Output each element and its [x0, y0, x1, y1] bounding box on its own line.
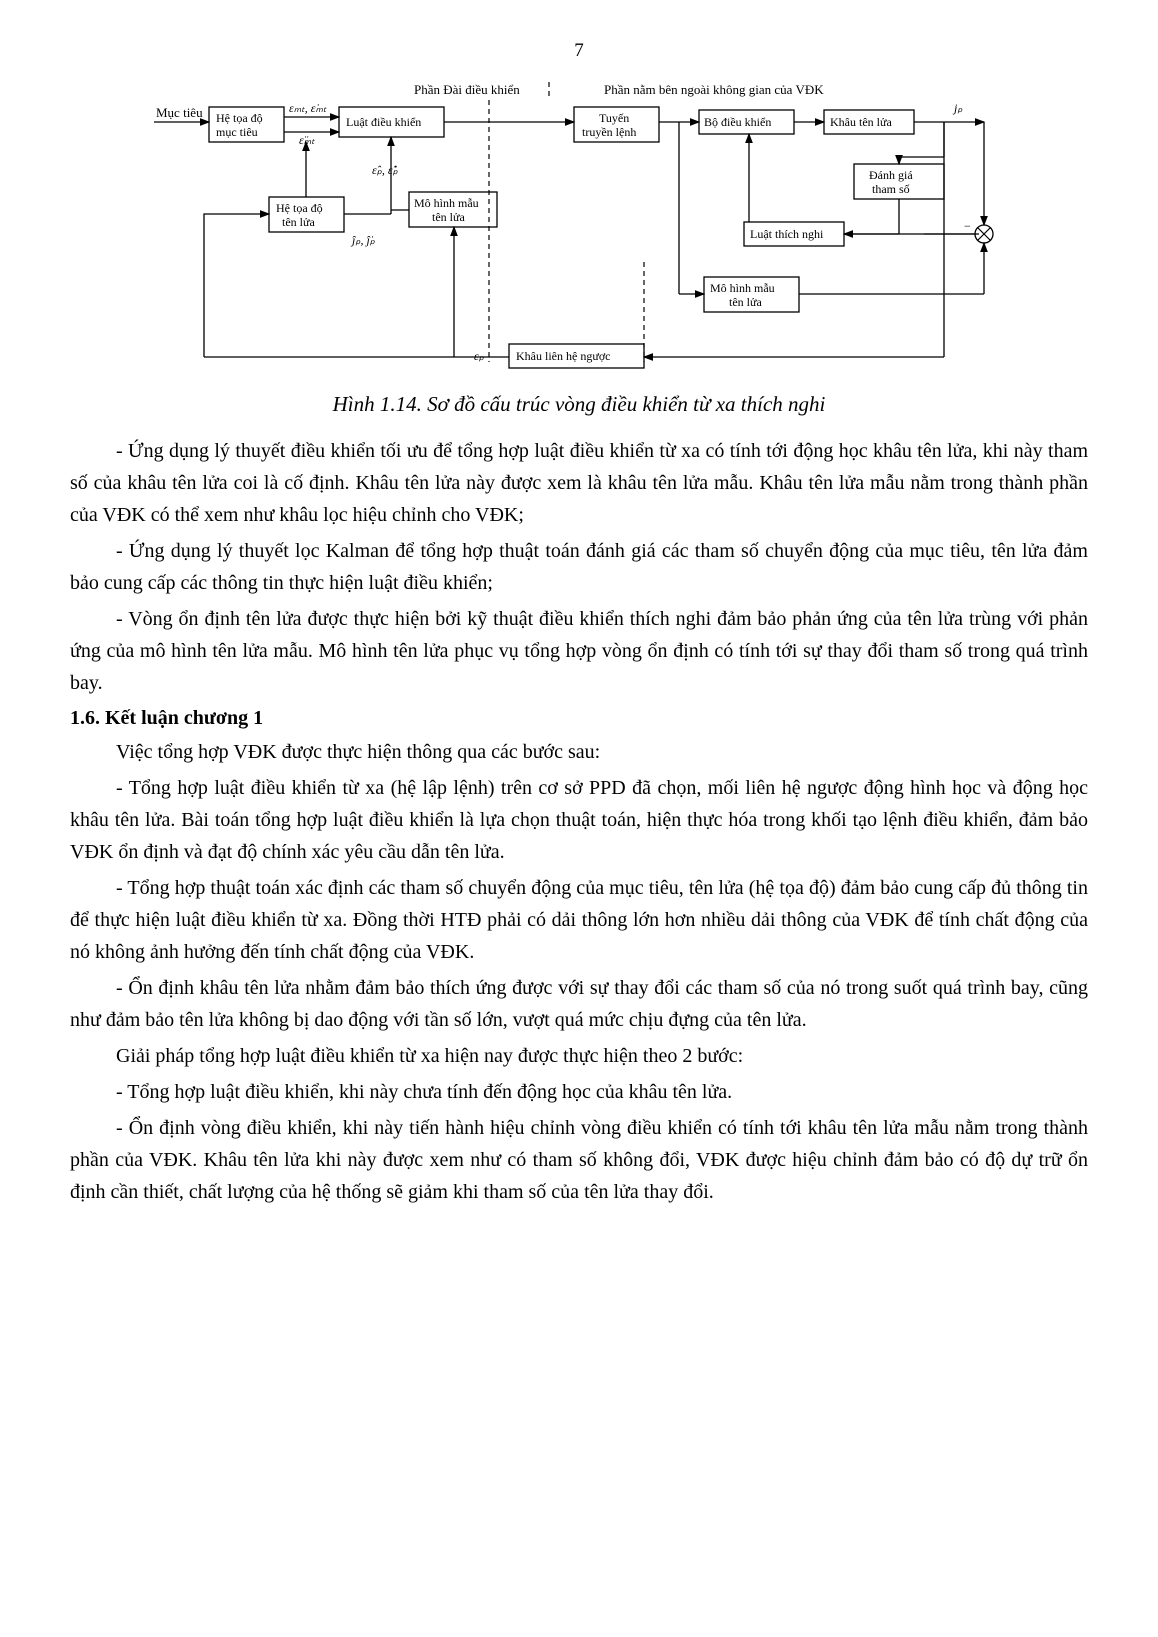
label-section-left: Phần Đài điều khiển — [414, 82, 520, 97]
body-block-1: - Ứng dụng lý thuyết điều khiển tối ưu đ… — [70, 435, 1088, 699]
para: Giải pháp tổng hợp luật điều khiển từ xa… — [70, 1040, 1088, 1072]
para: - Ứng dụng lý thuyết điều khiển tối ưu đ… — [70, 435, 1088, 531]
box-danhgia-l2: tham số — [872, 182, 910, 196]
box-luat-tn: Luật thích nghi — [750, 227, 824, 241]
label-jp-hat: ĵₚ, ĵ̇ₚ — [350, 233, 376, 247]
box-htd-tl-l1: Hệ tọa độ — [276, 201, 323, 215]
box-mh-mau2-l1: Mô hình mẫu — [710, 281, 775, 295]
box-htd-tl-l2: tên lửa — [282, 215, 315, 229]
para: Việc tổng hợp VĐK được thực hiện thông q… — [70, 736, 1088, 768]
box-mh-mau2-l2: tên lửa — [729, 295, 762, 309]
box-mh-mau-l1: Mô hình mẫu — [414, 196, 479, 210]
para: - Vòng ổn định tên lửa được thực hiện bở… — [70, 603, 1088, 699]
para: - Tổng hợp luật điều khiển, khi này chưa… — [70, 1076, 1088, 1108]
figure-caption: Hình 1.14. Sơ đồ cấu trúc vòng điều khiể… — [70, 392, 1088, 417]
section-heading: 1.6. Kết luận chương 1 — [70, 707, 1088, 730]
minus-sign: − — [964, 219, 971, 233]
para: - Tổng hợp luật điều khiển từ xa (hệ lập… — [70, 772, 1088, 868]
label-jp: jₚ — [952, 101, 963, 115]
para: - Ổn định vòng điều khiển, khi này tiến … — [70, 1112, 1088, 1208]
box-bo-dk: Bộ điều khiển — [704, 115, 771, 129]
box-khau-tl: Khâu tên lửa — [830, 115, 892, 129]
para: - Tổng hợp thuật toán xác định các tham … — [70, 872, 1088, 968]
label-eps-p2: εₚ — [474, 349, 485, 363]
box-luat-dk: Luật điều khiển — [346, 115, 421, 129]
box-htd-muctieu-l2: mục tiêu — [216, 125, 258, 139]
box-tuyen-l2: truyền lệnh — [582, 125, 636, 139]
box-htd-muctieu-l1: Hệ tọa độ — [216, 111, 263, 125]
box-tuyen-l1: Tuyến — [599, 111, 629, 125]
body-block-2: Việc tổng hợp VĐK được thực hiện thông q… — [70, 736, 1088, 1208]
box-danhgia-l1: Đánh giá — [869, 168, 913, 182]
label-eps-mt-dd: ε̈ₘₜ — [299, 133, 315, 147]
para: - Ứng dụng lý thuyết lọc Kalman để tổng … — [70, 535, 1088, 599]
box-khau-lh: Khâu liên hệ ngược — [516, 349, 611, 363]
label-section-right: Phần nằm bên ngoài không gian của VĐK — [604, 82, 824, 97]
box-mh-mau-l2: tên lửa — [432, 210, 465, 224]
para: - Ổn định khâu tên lửa nhằm đảm bảo thíc… — [70, 972, 1088, 1036]
block-diagram: Phần Đài điều khiển Phần nằm bên ngoài k… — [154, 82, 1004, 382]
label-eps-mt: εₘₜ, ε̇ₘₜ — [289, 101, 327, 115]
label-eps-p-hat: ε̂ₚ, ε̇̂ₚ — [372, 163, 399, 177]
page-number: 7 — [70, 40, 1088, 62]
label-muctieu: Mục tiêu — [156, 105, 203, 120]
